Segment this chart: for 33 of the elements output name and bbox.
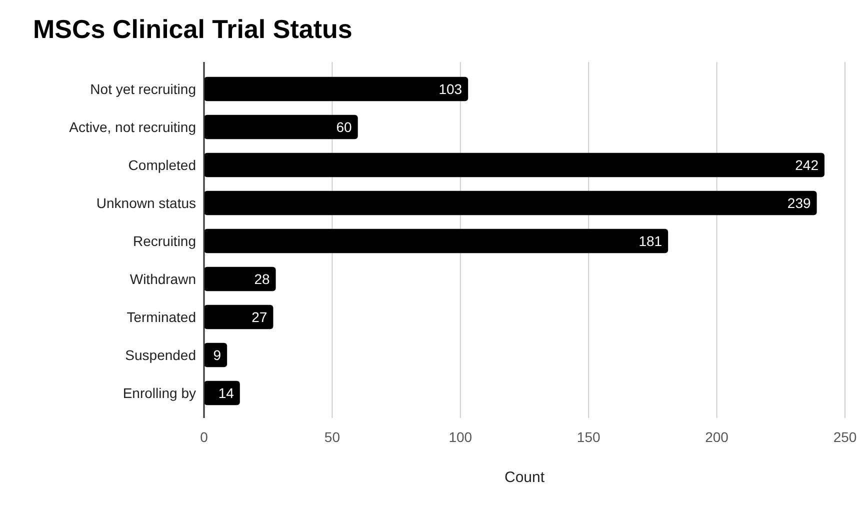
y-tick-label: Suspended: [125, 346, 196, 363]
data-label: 9: [213, 346, 222, 363]
y-tick-label: Active, not recruiting: [69, 118, 196, 135]
data-label: 28: [254, 270, 270, 287]
x-axis-title: Count: [504, 469, 546, 486]
data-label: 239: [787, 194, 812, 211]
y-tick-label: Completed: [128, 156, 196, 173]
x-tick-label: 100: [448, 429, 472, 445]
y-tick-label: Unknown status: [96, 194, 196, 211]
chart-title: MSCs Clinical Trial Status: [33, 14, 352, 44]
x-tick-label: 200: [705, 429, 729, 445]
bar: [204, 228, 668, 254]
bar: [204, 266, 276, 292]
x-tick-label: 0: [200, 429, 208, 445]
y-tick-label: Terminated: [126, 308, 196, 325]
bar: [204, 304, 274, 330]
data-label: 103: [438, 80, 462, 97]
x-tick-label: 150: [576, 429, 600, 445]
data-label: 60: [336, 118, 352, 135]
data-label: 27: [252, 308, 268, 325]
y-tick-label: Not yet recruiting: [90, 80, 196, 97]
y-tick-label: Withdrawn: [130, 270, 196, 287]
data-label: 14: [218, 384, 234, 401]
bar: [204, 114, 358, 140]
y-tick-label: Enrolling by: [122, 384, 196, 401]
x-tick-label: 250: [833, 429, 857, 445]
data-label: 242: [795, 156, 819, 173]
bar: [204, 190, 817, 216]
bar: [204, 152, 824, 178]
x-tick-label: 50: [324, 429, 340, 445]
data-label: 181: [638, 232, 662, 249]
bar: [204, 76, 468, 102]
y-tick-label: Recruiting: [132, 232, 196, 249]
